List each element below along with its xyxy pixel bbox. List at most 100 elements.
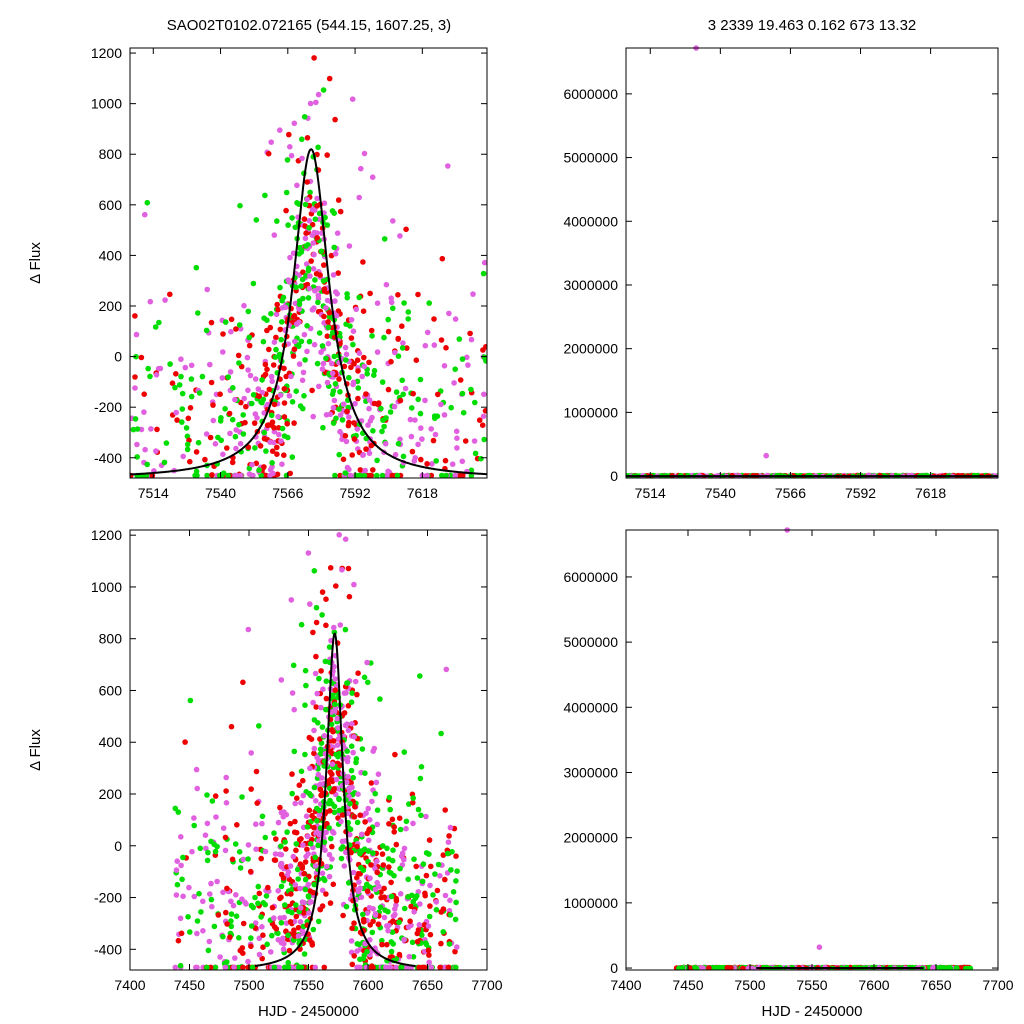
point-magenta [312,288,318,294]
point-magenta [374,821,381,828]
point-green [456,336,463,342]
point-magenta [253,846,259,852]
point-red [345,422,352,429]
point-green [329,329,336,336]
point-green [296,251,302,257]
point-magenta [359,373,366,380]
point-magenta [220,451,226,458]
point-green [298,283,304,289]
point-red [415,927,422,933]
point-green [289,790,296,797]
point-green [289,454,296,460]
y-tick-label: 5000000 [563,150,618,166]
y-tick-label: 1000000 [563,404,618,420]
point-red [304,179,311,185]
x-tick-label: 7500 [734,977,765,993]
point-magenta [280,946,287,952]
point-magenta [243,901,249,907]
point-magenta [261,410,268,416]
point-magenta [411,909,417,915]
point-green [304,824,311,830]
point-magenta [208,880,214,887]
point-green [319,343,326,349]
point-red [434,887,441,894]
point-red [264,366,270,373]
point-red [389,472,396,478]
point-red [397,397,404,404]
point-magenta [302,235,309,242]
point-green [415,806,422,813]
point-magenta [480,413,487,420]
point-magenta [276,431,282,438]
point-red [337,208,344,215]
point-magenta [310,699,316,706]
point-red [380,862,387,868]
point-green [289,215,295,221]
point-green [301,114,308,120]
point-green [374,472,380,478]
point-magenta [311,341,318,348]
y-tick-label: 1000 [91,579,122,595]
point-magenta [364,659,370,666]
point-green [236,322,243,328]
point-magenta [306,218,313,224]
point-red [415,291,421,298]
point-magenta [337,428,343,435]
point-green [302,702,308,708]
point-red [313,653,319,660]
point-magenta [465,362,471,368]
point-green [300,295,306,302]
point-green [299,136,305,143]
point-green [285,222,291,228]
point-magenta [290,250,297,256]
point-magenta [425,923,432,929]
point-red [273,836,279,842]
point-green [417,775,424,782]
point-magenta [367,937,373,943]
y-tick-label: 5000000 [563,634,618,650]
point-green [332,472,338,478]
point-magenta [202,832,209,838]
point-magenta [403,825,409,832]
point-magenta [189,848,195,855]
point-magenta [452,316,459,322]
point-green [355,385,362,391]
point-baseline [953,965,960,970]
point-red [235,352,242,359]
point-red [409,448,416,455]
point-magenta [372,886,379,893]
point-magenta [342,344,349,351]
point-red [318,668,324,674]
point-magenta [277,127,283,133]
point-magenta [241,395,247,402]
point-magenta [354,426,361,432]
point-green [389,929,396,935]
point-magenta [248,750,254,756]
point-red [287,820,294,827]
point-red [288,891,294,897]
point-green [439,472,445,478]
point-green [249,964,256,970]
point-magenta [408,433,415,440]
point-green [175,809,182,815]
point-magenta [303,261,310,267]
y-tick-label: 4000000 [563,213,618,229]
point-green [480,270,487,277]
point-green [132,416,139,422]
point-red [185,415,192,422]
point-red [277,326,284,333]
point-green [433,458,440,464]
point-green [390,847,396,853]
point-red [202,456,208,463]
point-magenta [454,445,460,451]
point-red [327,900,334,906]
point-green [290,662,297,669]
point-green [193,468,200,475]
point-red [275,306,281,313]
point-magenta [227,369,234,375]
point-magenta [300,842,306,848]
point-red [442,876,448,883]
point-magenta [275,413,281,420]
point-magenta [352,400,358,407]
point-magenta [256,951,263,958]
